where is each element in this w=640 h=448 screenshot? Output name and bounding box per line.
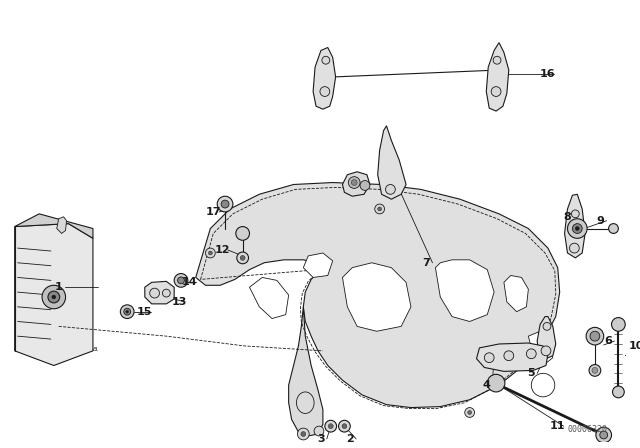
Circle shape xyxy=(124,308,131,315)
Text: 7: 7 xyxy=(423,258,431,268)
Polygon shape xyxy=(15,224,93,366)
Circle shape xyxy=(150,288,159,298)
Circle shape xyxy=(325,420,337,432)
Text: 6: 6 xyxy=(605,336,612,346)
Circle shape xyxy=(575,227,579,230)
Circle shape xyxy=(322,56,330,64)
Circle shape xyxy=(586,327,604,345)
Circle shape xyxy=(385,185,396,194)
Polygon shape xyxy=(564,194,585,258)
Text: 9: 9 xyxy=(597,215,605,226)
Circle shape xyxy=(328,424,333,429)
Polygon shape xyxy=(196,182,559,408)
Text: a.: a. xyxy=(93,346,99,352)
Circle shape xyxy=(570,243,579,253)
Polygon shape xyxy=(435,260,494,322)
Circle shape xyxy=(48,291,60,303)
Text: 17: 17 xyxy=(205,207,221,217)
Circle shape xyxy=(314,426,324,436)
Circle shape xyxy=(596,427,612,443)
Circle shape xyxy=(237,252,248,264)
Text: 5: 5 xyxy=(527,368,535,379)
Polygon shape xyxy=(486,43,509,111)
Text: 3: 3 xyxy=(317,434,324,444)
Circle shape xyxy=(600,431,607,439)
Circle shape xyxy=(378,207,381,211)
Text: 8: 8 xyxy=(564,212,572,222)
Circle shape xyxy=(298,428,309,440)
Text: 13: 13 xyxy=(172,297,187,307)
Circle shape xyxy=(42,285,65,309)
Polygon shape xyxy=(537,317,556,359)
Circle shape xyxy=(342,424,347,429)
Circle shape xyxy=(504,351,514,361)
Circle shape xyxy=(125,310,129,313)
Polygon shape xyxy=(303,253,333,277)
Text: 00006320: 00006320 xyxy=(568,425,607,434)
Polygon shape xyxy=(378,126,406,199)
Circle shape xyxy=(589,365,601,376)
Circle shape xyxy=(320,86,330,96)
Circle shape xyxy=(568,219,587,238)
Circle shape xyxy=(609,224,618,233)
Circle shape xyxy=(174,274,188,287)
Circle shape xyxy=(468,410,472,414)
Text: 12: 12 xyxy=(214,245,230,255)
Circle shape xyxy=(217,196,233,212)
Circle shape xyxy=(120,305,134,319)
Text: 14: 14 xyxy=(182,277,198,287)
Circle shape xyxy=(465,408,474,418)
Polygon shape xyxy=(145,281,174,304)
Polygon shape xyxy=(289,307,323,436)
Polygon shape xyxy=(504,276,529,312)
Text: 15: 15 xyxy=(137,307,152,317)
Circle shape xyxy=(493,56,501,64)
Polygon shape xyxy=(342,263,411,331)
Circle shape xyxy=(543,323,551,330)
Polygon shape xyxy=(529,331,553,366)
Circle shape xyxy=(484,353,494,362)
Circle shape xyxy=(339,420,350,432)
Circle shape xyxy=(240,255,245,260)
Text: 10: 10 xyxy=(628,341,640,351)
Circle shape xyxy=(301,431,306,436)
Circle shape xyxy=(221,200,229,208)
Polygon shape xyxy=(57,217,67,233)
Text: 16: 16 xyxy=(540,69,556,79)
Text: 4: 4 xyxy=(483,380,490,390)
Circle shape xyxy=(531,373,555,397)
Text: 2: 2 xyxy=(346,434,354,444)
Circle shape xyxy=(487,375,505,392)
Text: 1: 1 xyxy=(55,282,63,292)
Polygon shape xyxy=(313,47,335,109)
Circle shape xyxy=(590,331,600,341)
Polygon shape xyxy=(15,214,93,238)
Circle shape xyxy=(527,349,536,359)
Circle shape xyxy=(592,367,598,373)
Polygon shape xyxy=(250,277,289,319)
Circle shape xyxy=(360,181,370,190)
Circle shape xyxy=(612,386,624,398)
Circle shape xyxy=(205,248,215,258)
Circle shape xyxy=(572,224,582,233)
Circle shape xyxy=(541,346,551,356)
Circle shape xyxy=(177,277,184,284)
Circle shape xyxy=(612,318,625,331)
Circle shape xyxy=(491,86,501,96)
Circle shape xyxy=(236,227,250,240)
Circle shape xyxy=(375,204,385,214)
Circle shape xyxy=(209,251,212,255)
Text: 11: 11 xyxy=(550,421,566,431)
Circle shape xyxy=(348,177,360,189)
Circle shape xyxy=(351,180,357,185)
Circle shape xyxy=(572,210,579,218)
Polygon shape xyxy=(342,172,370,196)
Polygon shape xyxy=(477,343,548,371)
Circle shape xyxy=(52,295,56,299)
Circle shape xyxy=(163,289,170,297)
